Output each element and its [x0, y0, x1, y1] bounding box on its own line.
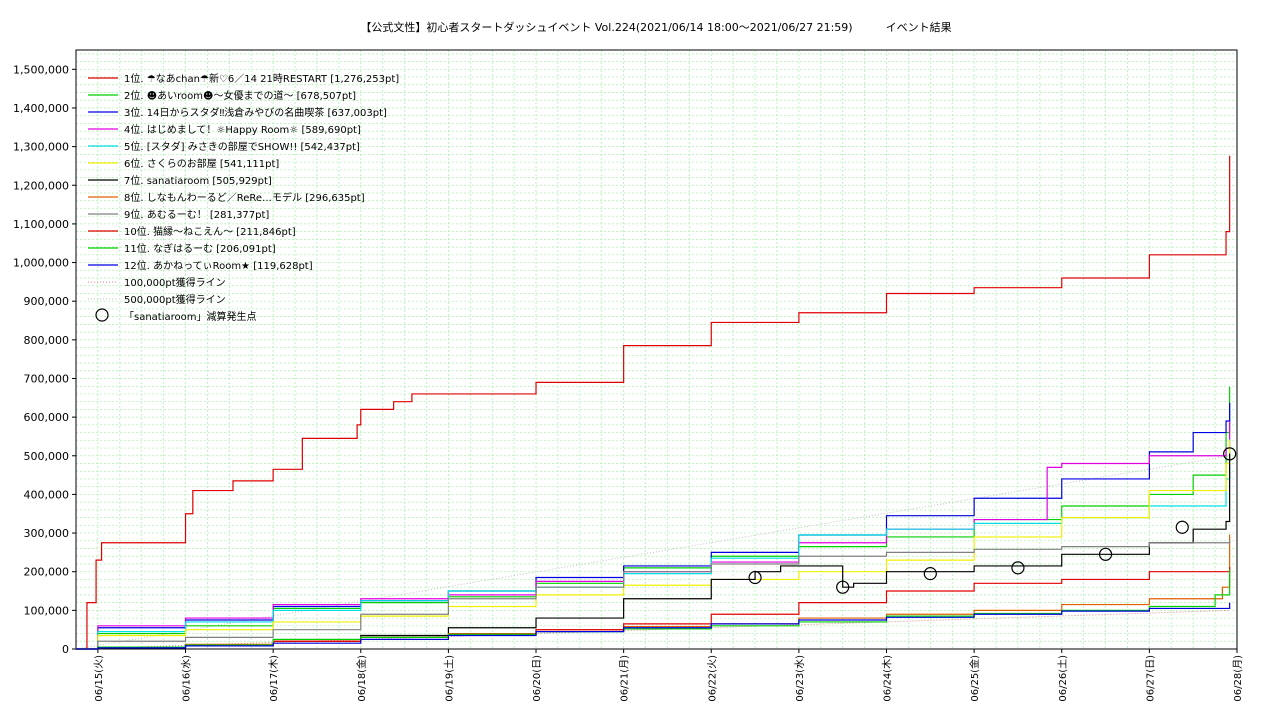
chart-title: 【公式文性】初心者スタートダッシュイベント Vol.224(2021/06/14…: [360, 20, 951, 34]
series-line: [76, 602, 1231, 650]
x-tick-label: 06/24(木): [882, 655, 894, 702]
reduction-marker: [1175, 520, 1189, 534]
y-tick-label: 1,300,000: [13, 141, 69, 154]
x-tick-label: 06/28(月): [1232, 655, 1244, 702]
x-tick-label: 06/26(土): [1056, 655, 1069, 702]
x-tick-label: 06/15(火): [93, 655, 105, 702]
legend: 1位. ☂なあchan☂新♡6／14 21時RESTART [1,276,253…: [88, 72, 399, 323]
x-tick-label: 06/23(水): [794, 655, 806, 702]
legend-label: 8位. しなもんわーるど／ReRe…モデル [296,635pt]: [124, 191, 365, 204]
y-tick-label: 1,000,000: [13, 257, 69, 270]
series-line: [76, 155, 1231, 650]
reduction-markers: [748, 447, 1237, 594]
y-tick-label: 100,000: [24, 604, 70, 617]
x-tick-label: 06/17(木): [268, 655, 280, 702]
reference-line: [75, 609, 1230, 650]
legend-label: 5位. [スタダ] みさきの部屋でSHOW!! [542,437pt]: [124, 140, 360, 153]
reduction-marker: [923, 567, 937, 581]
legend-swatch: [95, 308, 109, 322]
grid: [75, 50, 1238, 650]
x-tick-label: 06/27(日): [1145, 655, 1156, 702]
x-tick-label: 06/18(金): [355, 655, 368, 702]
x-tick-label: 06/21(月): [619, 655, 631, 702]
y-tick-label: 300,000: [24, 527, 70, 540]
series-line: [76, 402, 1231, 650]
reduction-marker: [1223, 447, 1237, 461]
legend-label: 500,000pt獲得ライン: [124, 293, 226, 306]
y-tick-label: 1,100,000: [13, 218, 69, 231]
y-tick-label: 1,500,000: [13, 63, 69, 76]
x-tick-label: 06/25(金): [968, 655, 981, 702]
y-tick-label: 400,000: [24, 488, 70, 501]
legend-label: 1位. ☂なあchan☂新♡6／14 21時RESTART [1,276,253…: [124, 72, 399, 85]
x-tick-label: 06/20(日): [532, 655, 543, 702]
reduction-marker: [836, 580, 850, 594]
series-lines: [75, 155, 1231, 650]
legend-label: 11位. なぎはるーむ [206,091pt]: [124, 242, 276, 255]
legend-label: 2位. ☻あいroom☻〜女優までの道〜 [678,507pt]: [124, 89, 356, 102]
legend-label: 3位. 14日からスタダ‼浅倉みやびの名曲喫茶 [637,003pt]: [124, 106, 387, 119]
y-tick-label: 900,000: [24, 295, 70, 308]
y-tick-label: 500,000: [24, 450, 70, 463]
y-tick-label: 1,200,000: [13, 179, 69, 192]
series-line: [76, 540, 1231, 650]
legend-label: 100,000pt獲得ライン: [124, 276, 226, 289]
y-tick-label: 200,000: [24, 566, 70, 579]
reduction-marker: [1098, 547, 1113, 561]
y-tick-label: 800,000: [24, 334, 70, 347]
reduction-marker: [1011, 561, 1025, 575]
legend-label: 9位. あむるーむ！ [281,377pt]: [124, 208, 269, 221]
axes: 0 100,000 200,000 300,000 400,000 500,000 600,…: [13, 49, 1244, 702]
x-tick-label: 06/16(水): [181, 655, 193, 702]
reduction-marker: [748, 570, 762, 585]
legend-label: 12位. あかねってぃRoom★ [119,628pt]: [124, 259, 313, 272]
x-tick-label: 06/19(土): [442, 655, 455, 702]
legend-label: 7位. sanatiaroom [505,929pt]: [124, 174, 272, 187]
plot-frame: [75, 49, 1238, 650]
y-tick-label: 600,000: [24, 411, 70, 424]
series-line: [76, 534, 1231, 650]
legend-label: 4位. はじめまして！☼Happy Room☼ [589,690pt]: [124, 123, 361, 136]
legend-label: 6位. さくらのお部屋 [541,111pt]: [124, 157, 279, 170]
legend-label: 10位. 猫縁〜ねこえん〜 [211,846pt]: [124, 225, 296, 238]
y-tick-label: 700,000: [24, 372, 70, 385]
y-tick-label: 1,400,000: [13, 102, 69, 115]
legend-label: 「sanatiaroom」減算発生点: [124, 310, 257, 323]
x-tick-label: 06/22(火): [706, 655, 718, 702]
y-tick-label: 0: [62, 643, 69, 656]
